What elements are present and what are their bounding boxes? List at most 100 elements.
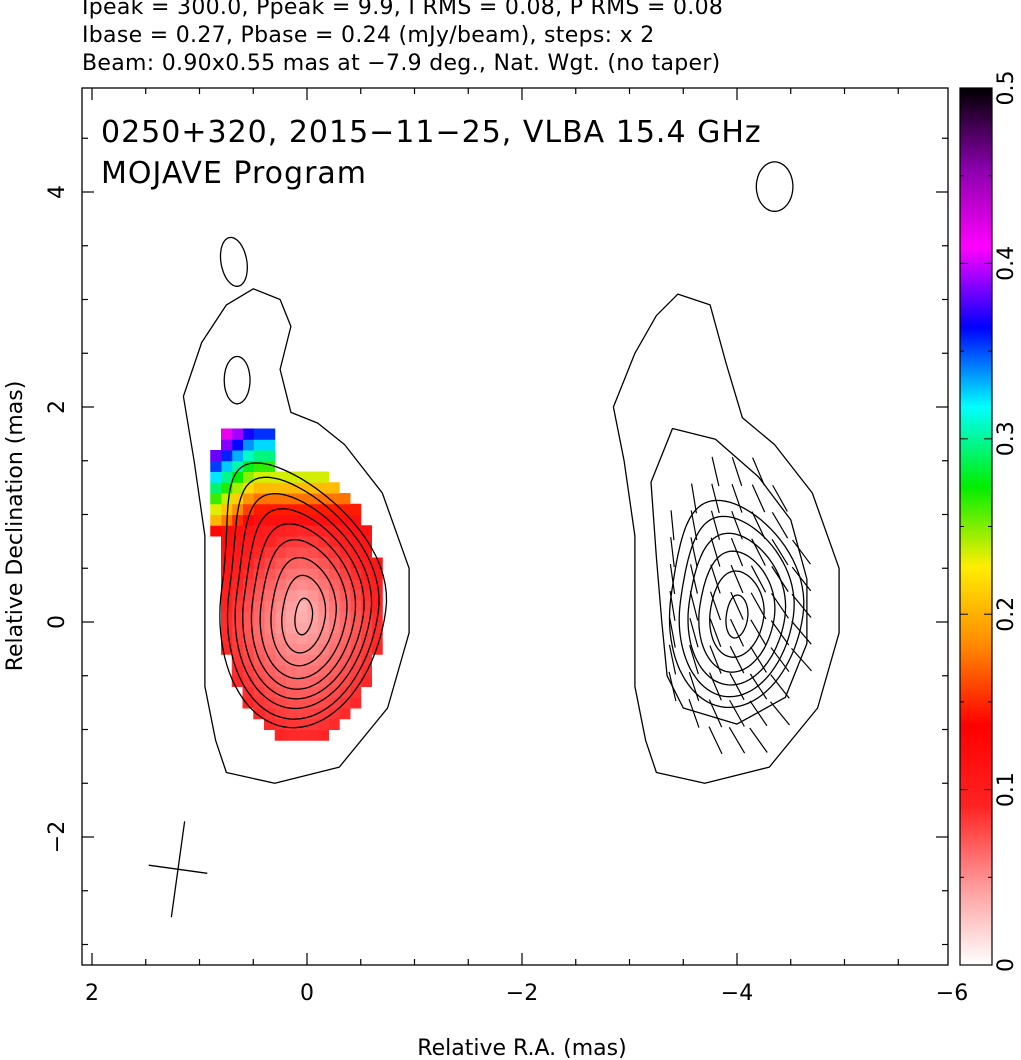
heatmap-cell	[274, 600, 286, 612]
heatmap-cell	[307, 557, 319, 569]
heatmap-cell	[307, 654, 319, 666]
contour-I	[294, 597, 314, 636]
heatmap-cell	[231, 611, 243, 623]
heatmap-cell	[296, 471, 308, 483]
contour-I	[219, 462, 388, 729]
colorbar-tick-label: 0.1	[994, 772, 1019, 807]
heatmap-cell	[371, 632, 383, 644]
heatmap-cell	[242, 622, 254, 634]
evpa-vector	[689, 645, 699, 675]
evpa-vector	[749, 700, 768, 727]
heatmap-cell	[274, 611, 286, 623]
heatmap-cell	[231, 514, 243, 526]
heatmap-cell	[328, 514, 340, 526]
x-tick-label: −4	[721, 981, 753, 1006]
heatmap-cell	[221, 611, 233, 623]
heatmap-cell	[221, 579, 233, 591]
heatmap-cell	[221, 428, 233, 440]
heatmap-cell	[307, 686, 319, 698]
beam-ellipse-cross	[148, 821, 208, 918]
heatmap-cell	[210, 460, 222, 472]
heatmap-cell	[231, 654, 243, 666]
heatmap-cell	[221, 568, 233, 580]
evpa-vector	[770, 674, 790, 699]
heatmap-cell	[285, 471, 297, 483]
heatmap-cell	[339, 665, 351, 677]
heatmap-cell	[296, 665, 308, 677]
heatmap-cell	[253, 675, 265, 687]
heatmap-cell	[242, 611, 254, 623]
heatmap-cell	[296, 632, 308, 644]
heatmap-cell	[253, 686, 265, 698]
heatmap-cell	[360, 600, 372, 612]
heatmap-cell	[285, 611, 297, 623]
heatmap-cell	[317, 579, 329, 591]
heatmap-cell	[307, 546, 319, 558]
heatmap-cell	[285, 514, 297, 526]
heatmap-cell	[317, 536, 329, 548]
heatmap-cell	[285, 729, 297, 741]
heatmap-cell	[264, 675, 276, 687]
heatmap-cell	[242, 450, 254, 462]
evpa-vector	[710, 564, 721, 594]
evpa-vector	[690, 510, 698, 541]
heatmap-cell	[231, 589, 243, 601]
heatmap-cell	[307, 665, 319, 677]
heatmap-cell	[339, 708, 351, 720]
colorbar-tick-label: 0.4	[994, 246, 1019, 281]
evpa-vector	[689, 591, 699, 621]
heatmap-cell	[285, 589, 297, 601]
heatmap-cell	[264, 514, 276, 526]
heatmap-cell	[296, 708, 308, 720]
contour-I-outer	[182, 288, 410, 784]
heatmap-cell	[350, 622, 362, 634]
evpa-vector	[711, 456, 720, 487]
heatmap-cell	[242, 503, 254, 515]
evpa-vector	[750, 592, 767, 620]
heatmap-cell	[339, 514, 351, 526]
heatmap-cell	[253, 546, 265, 558]
heatmap-cell	[350, 686, 362, 698]
heatmap-cell	[296, 718, 308, 730]
heatmap-cell	[264, 697, 276, 709]
heatmap-cell	[339, 536, 351, 548]
heatmap-cell	[285, 622, 297, 634]
x-tick-label: −6	[936, 981, 968, 1006]
heatmap-cell	[317, 729, 329, 741]
heatmap-cell	[360, 643, 372, 655]
heatmap-cell	[274, 557, 286, 569]
evpa-vector	[792, 539, 811, 565]
heatmap-cell	[307, 643, 319, 655]
heatmap-cell	[253, 643, 265, 655]
heatmap-cell	[328, 557, 340, 569]
evpa-vector	[791, 620, 812, 645]
heatmap-cell	[242, 536, 254, 548]
heatmap-cell	[328, 600, 340, 612]
evpa-vector	[770, 620, 790, 646]
heatmap-cell	[231, 428, 243, 440]
heatmap-cell	[328, 536, 340, 548]
heatmap-cell	[253, 600, 265, 612]
heatmap-cell	[328, 654, 340, 666]
contour-I	[234, 492, 373, 710]
heatmap-cell	[231, 450, 243, 462]
heatmap-cell	[317, 708, 329, 720]
heatmap-cell	[242, 589, 254, 601]
heatmap-cell	[360, 589, 372, 601]
heatmap-cell	[242, 557, 254, 569]
heatmap-cell	[317, 493, 329, 505]
heatmap-cell	[350, 589, 362, 601]
heatmap-cell	[231, 471, 243, 483]
heatmap-cell	[242, 493, 254, 505]
heatmap-cell	[264, 493, 276, 505]
heatmap-cell	[242, 675, 254, 687]
evpa-vector	[731, 457, 743, 486]
heatmap-cell	[221, 503, 233, 515]
heatmap-cell	[360, 536, 372, 548]
evpa-vector	[709, 618, 722, 648]
heatmap-cell	[274, 675, 286, 687]
heatmap-cell	[221, 622, 233, 634]
contour-P-inner	[650, 427, 808, 725]
heatmap-cell	[285, 718, 297, 730]
heatmap-cell	[253, 439, 265, 451]
